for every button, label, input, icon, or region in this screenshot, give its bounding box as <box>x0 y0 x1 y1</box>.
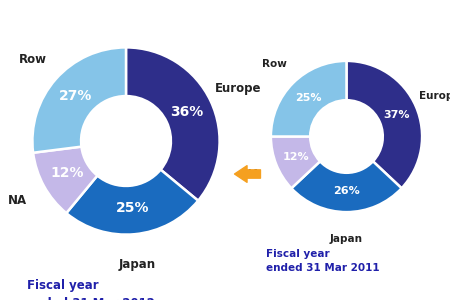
Wedge shape <box>346 61 422 188</box>
Text: NA: NA <box>243 169 260 179</box>
Text: 25%: 25% <box>295 93 321 103</box>
Text: Europe: Europe <box>215 82 261 95</box>
Text: 12%: 12% <box>50 167 84 181</box>
Text: Japan: Japan <box>119 257 156 271</box>
Text: Japan: Japan <box>330 234 363 244</box>
Text: 37%: 37% <box>383 110 410 120</box>
Text: Europe: Europe <box>419 91 450 101</box>
Text: Row: Row <box>262 59 287 69</box>
Text: 27%: 27% <box>59 89 92 103</box>
Text: NA: NA <box>8 194 27 207</box>
Text: 36%: 36% <box>171 105 203 119</box>
Wedge shape <box>32 47 126 153</box>
Wedge shape <box>292 161 401 212</box>
Text: Fiscal year
ended 31 Mar 2012: Fiscal year ended 31 Mar 2012 <box>27 279 155 300</box>
Text: 25%: 25% <box>116 201 149 215</box>
Wedge shape <box>271 61 346 136</box>
Wedge shape <box>271 136 320 188</box>
Wedge shape <box>126 47 220 201</box>
Text: Fiscal year
ended 31 Mar 2011: Fiscal year ended 31 Mar 2011 <box>266 249 379 273</box>
Text: 12%: 12% <box>283 152 309 161</box>
Wedge shape <box>66 169 198 235</box>
Wedge shape <box>33 147 97 213</box>
Text: 26%: 26% <box>333 186 360 196</box>
Text: Row: Row <box>19 53 47 66</box>
